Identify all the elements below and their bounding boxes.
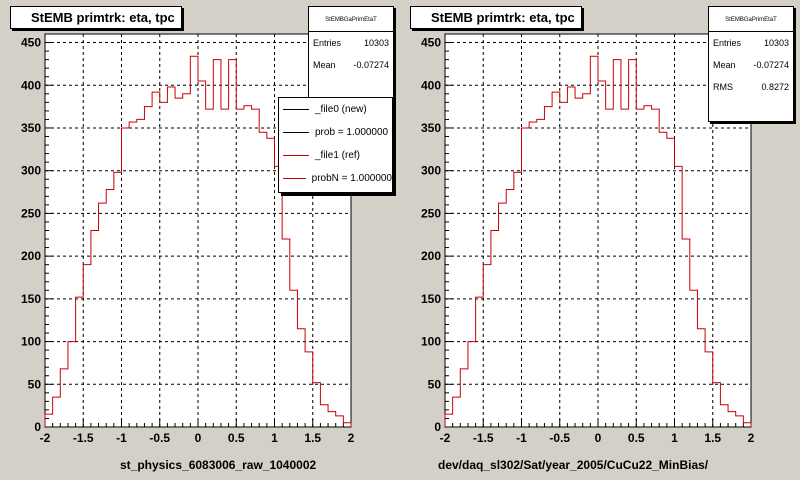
right-stats-entries-value: 10303 <box>763 38 789 48</box>
left-y-tick-label: 0 <box>34 420 41 434</box>
right-chart-svg: -2 -1.5 -1 -0.5 0 0.5 1 1.5 2 0 50 100 150 200 250 300 3… <box>421 33 755 445</box>
legend-swatch <box>283 178 306 179</box>
left-y-tick-label: 450 <box>21 36 41 50</box>
legend-swatch <box>283 155 309 156</box>
right-y-tick-label: 50 <box>428 377 442 391</box>
right-x-tick-label: 2 <box>748 431 755 445</box>
left-y-tick-label: 250 <box>21 206 41 220</box>
legend-entry: probN = 1.000000 <box>279 167 392 190</box>
legend-entry: prob = 1.000000 <box>279 121 392 144</box>
left-y-tick-label: 50 <box>28 377 42 391</box>
right-y-tick-label: 300 <box>421 164 441 178</box>
right-x-tick-label: 0.5 <box>628 431 645 445</box>
right-x-tick-label: -2 <box>440 431 451 445</box>
left-stats-entries-value: 10303 <box>363 38 389 48</box>
right-chart-panel: -2 -1.5 -1 -0.5 0 0.5 1 1.5 2 0 50 100 150 200 250 300 3… <box>400 0 800 480</box>
right-chart-title: StEMB primtrk: eta, tpc <box>410 6 582 29</box>
right-y-tick-label: 150 <box>421 292 441 306</box>
right-x-tick-label: 1 <box>671 431 678 445</box>
left-x-tick-label: -1 <box>116 431 127 445</box>
left-x-tick-label: 0 <box>195 431 202 445</box>
right-stats-rms-row: RMS 0.8272 <box>709 76 793 98</box>
left-x-tick-label: 2 <box>348 431 355 445</box>
left-y-tick-label: 400 <box>21 78 41 92</box>
left-x-axis-label: st_physics_6083006_raw_1040002 <box>120 458 317 472</box>
right-x-tick-label: -1 <box>516 431 527 445</box>
left-chart-panel: -2 -1.5 -1 -0.5 0 0.5 1 1.5 2 0 50 100 150 200 250 300 3… <box>10 6 394 472</box>
left-x-tick-label: -0.5 <box>149 431 170 445</box>
right-x-tick-label: -1.5 <box>473 431 494 445</box>
left-stats-entries-label: Entries <box>313 38 342 48</box>
legend-swatch <box>283 109 309 110</box>
left-stats-mean-value: -0.07274 <box>353 60 389 70</box>
right-histogram-line <box>444 55 752 427</box>
right-y-tick-label: 0 <box>434 420 441 434</box>
right-stats-header: StEMBGaPrimEtaT <box>709 7 793 32</box>
left-x-tick-label: 1 <box>271 431 278 445</box>
left-y-tick-label: 150 <box>21 292 41 306</box>
right-x-tick-label: 1.5 <box>704 431 721 445</box>
left-legend: _file0 (new) prob = 1.000000 _file1 (ref… <box>278 97 393 193</box>
left-y-tick-label: 100 <box>21 335 41 349</box>
legend-entry: _file0 (new) <box>279 98 392 121</box>
right-y-tick-label: 100 <box>421 335 441 349</box>
legend-swatch <box>283 132 309 133</box>
right-stats-mean-label: Mean <box>713 60 736 70</box>
legend-label: prob = 1.000000 <box>315 127 389 138</box>
left-x-tick-label: -1.5 <box>73 431 94 445</box>
right-stats-mean-value: -0.07274 <box>753 60 789 70</box>
right-y-tick-label: 250 <box>421 206 441 220</box>
right-y-tick-label: 350 <box>421 121 441 135</box>
left-chart-title: StEMB primtrk: eta, tpc <box>10 6 182 29</box>
left-histogram-line <box>44 55 352 427</box>
right-stats-mean-row: Mean -0.07274 <box>709 54 793 76</box>
legend-entry: _file1 (ref) <box>279 144 392 167</box>
right-y-tick-label: 450 <box>421 36 441 50</box>
left-y-tick-label: 300 <box>21 164 41 178</box>
right-stats-rms-label: RMS <box>713 82 733 92</box>
left-y-tick-label: 200 <box>21 249 41 263</box>
right-x-tick-label: 0 <box>595 431 602 445</box>
left-x-tick-label: 0.5 <box>228 431 245 445</box>
right-stats-box: StEMBGaPrimEtaT Entries 10303 Mean -0.07… <box>708 6 794 122</box>
right-y-tick-label: 400 <box>421 78 441 92</box>
right-x-tick-label: -0.5 <box>549 431 570 445</box>
left-x-tick-label: 1.5 <box>304 431 321 445</box>
left-x-tick-label: -2 <box>40 431 51 445</box>
legend-label: probN = 1.000000 <box>311 173 392 184</box>
left-stats-header: StEMBGaPrimEtaT <box>309 7 393 32</box>
left-stats-mean-row: Mean -0.07274 <box>309 54 393 76</box>
right-stats-entries-row: Entries 10303 <box>709 32 793 54</box>
right-y-tick-label: 200 <box>421 249 441 263</box>
left-stats-mean-label: Mean <box>313 60 336 70</box>
left-y-tick-label: 350 <box>21 121 41 135</box>
right-stats-entries-label: Entries <box>713 38 742 48</box>
left-stats-entries-row: Entries 10303 <box>309 32 393 54</box>
left-stats-box: StEMBGaPrimEtaT Entries 10303 Mean -0.07… <box>308 6 394 100</box>
legend-label: _file0 (new) <box>315 104 367 115</box>
legend-label: _file1 (ref) <box>315 150 361 161</box>
right-x-axis-label: dev/daq_sl302/Sat/year_2005/CuCu22_MinBi… <box>438 458 709 472</box>
right-stats-rms-value: 0.8272 <box>761 82 789 92</box>
